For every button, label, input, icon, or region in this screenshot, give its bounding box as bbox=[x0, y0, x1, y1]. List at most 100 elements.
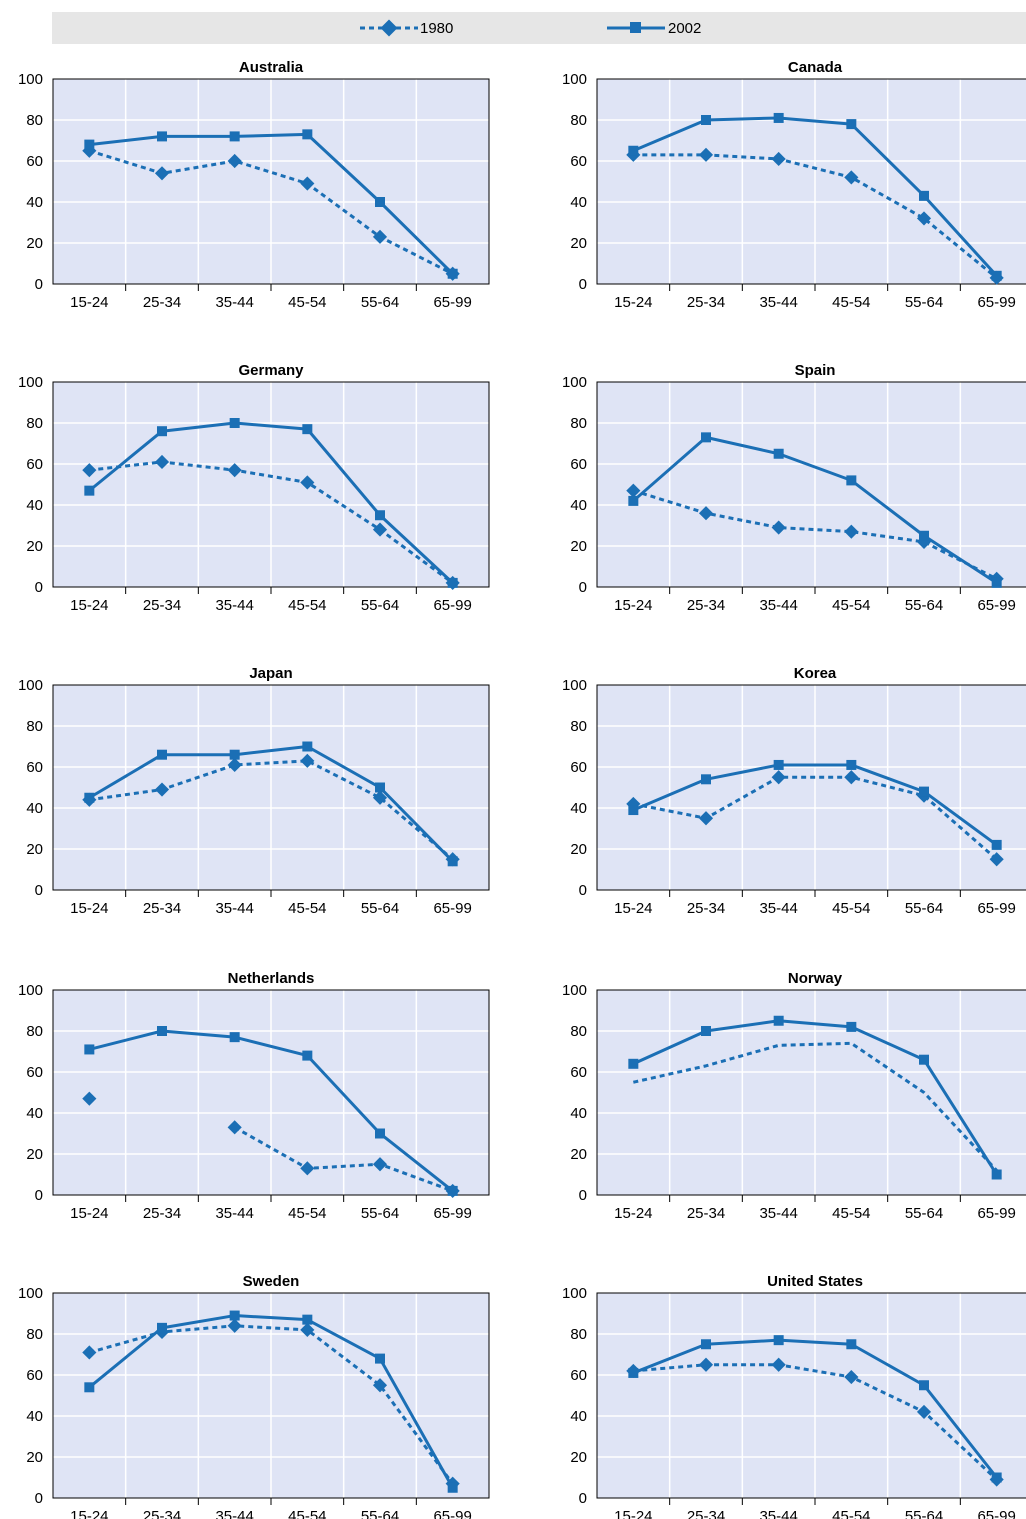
series-2002 bbox=[628, 432, 1002, 588]
series-line bbox=[233, 1126, 454, 1193]
y-tick-label: 40 bbox=[26, 1105, 43, 1122]
panel-germany: Germany 0 20 40 60 80 100 15-24 25-34 35-44 45-54 5… bbox=[18, 362, 490, 614]
data-point bbox=[991, 270, 1002, 281]
panel-title-spain: Spain bbox=[795, 362, 836, 379]
series-2002 bbox=[84, 418, 458, 588]
data-point bbox=[227, 463, 242, 478]
data-point bbox=[229, 749, 240, 760]
series-2002 bbox=[628, 112, 1002, 281]
panel-title-japan: Japan bbox=[249, 665, 292, 682]
x-tick-label: 55-64 bbox=[361, 294, 399, 311]
data-point bbox=[846, 1339, 857, 1350]
x-tick-label: 55-64 bbox=[905, 1205, 943, 1222]
data-point bbox=[919, 786, 929, 797]
data-point bbox=[447, 1482, 458, 1493]
x-tick-label: 15-24 bbox=[614, 900, 652, 917]
x-tick-label: 65-99 bbox=[433, 1508, 471, 1519]
panel-spain: Spain 0 20 40 60 80 100 15-24 25-34 35-44 45-54 55-… bbox=[562, 362, 1026, 614]
data-point bbox=[375, 510, 385, 521]
x-tick-label: 45-54 bbox=[832, 1508, 870, 1519]
data-point bbox=[375, 197, 385, 207]
y-tick-label: 100 bbox=[18, 71, 43, 88]
y-tick-label: 80 bbox=[26, 1326, 43, 1343]
x-tick-label: 55-64 bbox=[905, 900, 943, 917]
data-point bbox=[771, 770, 786, 785]
series-2002 bbox=[628, 1335, 1002, 1483]
data-point bbox=[698, 1357, 714, 1372]
x-tick-label: 45-54 bbox=[832, 900, 870, 917]
y-tick-label: 80 bbox=[570, 718, 587, 735]
data-point bbox=[229, 1310, 240, 1321]
x-tick-label: 25-34 bbox=[687, 900, 725, 917]
y-tick-label: 100 bbox=[18, 374, 43, 391]
y-tick-label: 60 bbox=[26, 759, 43, 776]
series-1980 bbox=[626, 147, 1004, 285]
y-tick-label: 20 bbox=[26, 235, 43, 252]
data-point bbox=[82, 1345, 97, 1360]
panel-japan: Japan 0 20 40 60 80 100 15-24 25-34 35-44 45-54 55-… bbox=[18, 665, 490, 917]
data-point bbox=[844, 770, 859, 785]
plot-area bbox=[597, 685, 1026, 890]
data-point bbox=[157, 131, 167, 142]
x-tick-label: 65-99 bbox=[977, 900, 1015, 917]
y-tick-label: 0 bbox=[35, 882, 43, 899]
y-tick-label: 80 bbox=[570, 415, 587, 432]
data-point bbox=[372, 1378, 388, 1393]
series-2002 bbox=[628, 759, 1002, 850]
panel-australia: Australia 0 20 40 60 80 100 15-24 25-34 35-44 45-5… bbox=[18, 59, 490, 311]
series-line bbox=[633, 1041, 998, 1172]
y-tick-label: 0 bbox=[579, 276, 587, 293]
data-point bbox=[771, 1357, 786, 1372]
y-tick-label: 20 bbox=[570, 841, 587, 858]
x-tick-label: 15-24 bbox=[70, 1205, 108, 1222]
plot-area bbox=[597, 79, 1026, 284]
x-tick-label: 45-54 bbox=[288, 597, 326, 614]
data-point bbox=[846, 119, 857, 130]
data-point bbox=[372, 229, 388, 244]
series-1980 bbox=[626, 483, 1004, 586]
data-point bbox=[154, 166, 170, 181]
y-tick-label: 60 bbox=[570, 1367, 587, 1384]
data-point bbox=[157, 1026, 167, 1036]
x-tick-label: 65-99 bbox=[977, 597, 1015, 614]
data-point bbox=[302, 424, 313, 435]
data-point bbox=[701, 432, 711, 443]
data-point bbox=[626, 483, 641, 498]
x-tick-label: 25-34 bbox=[687, 1508, 725, 1519]
data-point bbox=[300, 1322, 315, 1337]
y-tick-label: 40 bbox=[570, 1105, 587, 1122]
data-point bbox=[227, 757, 242, 773]
x-tick-label: 25-34 bbox=[687, 1205, 725, 1222]
y-tick-label: 40 bbox=[570, 1408, 587, 1425]
series-line bbox=[633, 153, 998, 280]
x-tick-label: 35-44 bbox=[215, 900, 253, 917]
y-tick-label: 0 bbox=[579, 882, 587, 899]
series-line bbox=[632, 489, 998, 581]
x-tick-label: 35-44 bbox=[759, 1205, 797, 1222]
y-tick-label: 20 bbox=[570, 1146, 587, 1163]
data-point bbox=[771, 520, 786, 535]
data-point bbox=[846, 759, 857, 770]
x-tick-label: 25-34 bbox=[143, 900, 181, 917]
panel-united-states: United States 0 20 40 60 80 100 15-24 25-34 35-44… bbox=[562, 1273, 1026, 1519]
legend: 1980 2002 bbox=[52, 12, 1026, 44]
y-tick-label: 60 bbox=[26, 1064, 43, 1081]
y-tick-label: 100 bbox=[562, 1285, 587, 1302]
plot-area bbox=[597, 1293, 1026, 1498]
panel-korea: Korea 0 20 40 60 80 100 15-24 25-34 35-44 45-54 55-… bbox=[562, 665, 1026, 917]
y-tick-label: 20 bbox=[570, 1449, 587, 1466]
data-point bbox=[844, 1369, 859, 1385]
x-tick-label: 55-64 bbox=[361, 597, 399, 614]
y-tick-label: 100 bbox=[562, 677, 587, 694]
series-line bbox=[88, 421, 454, 584]
data-point bbox=[300, 753, 315, 768]
panel-sweden: Sweden 0 20 40 60 80 100 15-24 25-34 35-44 45-54 55… bbox=[18, 1273, 490, 1519]
data-point bbox=[773, 1015, 784, 1026]
x-tick-label: 55-64 bbox=[361, 1205, 399, 1222]
panel-canada: Canada 0 20 40 60 80 100 15-24 25-34 35-44 45-54 55… bbox=[562, 59, 1026, 311]
y-tick-label: 40 bbox=[26, 800, 43, 817]
legend-marker-2002 bbox=[630, 22, 641, 33]
data-point bbox=[844, 524, 859, 539]
data-point bbox=[701, 1026, 711, 1036]
data-point bbox=[154, 782, 170, 797]
